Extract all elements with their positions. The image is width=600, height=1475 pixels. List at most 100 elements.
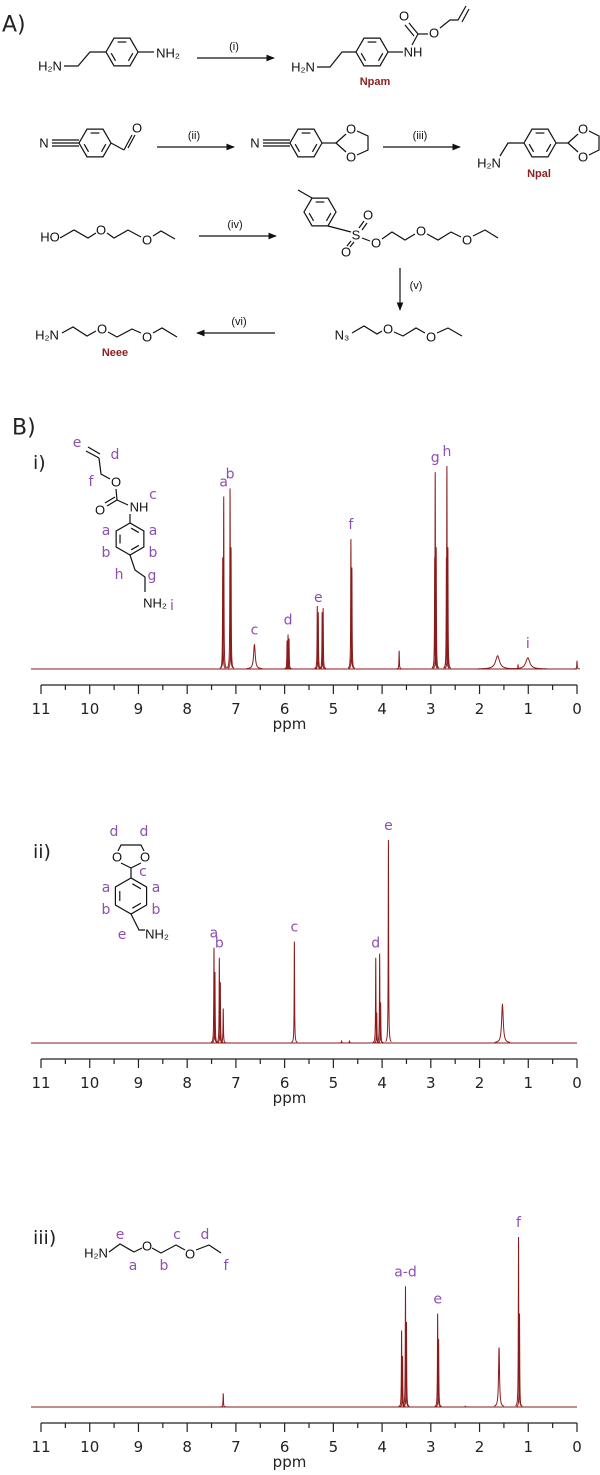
- x-tick-label: 2: [475, 700, 485, 718]
- nmr-peak: [398, 1330, 405, 1407]
- x-axis-label: ppm: [273, 1089, 307, 1107]
- x-tick-label: 4: [377, 700, 387, 718]
- nmr-peak: [348, 567, 356, 669]
- x-tick-label: 8: [182, 700, 192, 718]
- proton-label: b: [149, 545, 158, 561]
- x-axis-label: ppm: [273, 715, 307, 733]
- structure-npam: O O NH NH₂ e d f c a a b b h g i: [73, 435, 174, 614]
- proton-label: a: [102, 880, 111, 896]
- product-neee: H₂N O O: [35, 322, 178, 345]
- peak-label: c: [251, 623, 259, 639]
- nmr-peak: [347, 539, 355, 669]
- atom-nh2: NH₂: [143, 596, 167, 611]
- x-tick-label: 8: [182, 1074, 192, 1092]
- proton-label: f: [89, 474, 95, 490]
- nmr-peak: [403, 1321, 410, 1407]
- structure-neee: H₂N O O e a b c d f: [84, 1227, 229, 1274]
- proton-label: b: [102, 545, 111, 561]
- atom-o: O: [578, 150, 588, 165]
- peak-label: e: [433, 1292, 442, 1308]
- nmr-peak: [385, 839, 392, 1042]
- x-tick-label: 10: [80, 1074, 99, 1092]
- benzene-ring: [303, 197, 337, 227]
- product-npal: H₂N O O: [477, 122, 600, 171]
- x-tick-label: 3: [426, 1074, 436, 1092]
- nmr-peak: [494, 1347, 504, 1407]
- nmr-peak: [372, 957, 379, 1043]
- x-tick-label: 2: [475, 1438, 485, 1456]
- x-tick-label: 2: [475, 1074, 485, 1092]
- proton-label: e: [116, 1227, 125, 1243]
- x-tick-label: 0: [572, 1074, 582, 1092]
- x-tick-label: 5: [329, 1438, 339, 1456]
- atom-h2n: H₂N: [477, 156, 501, 171]
- nmr-peak: [574, 660, 580, 670]
- proton-label: c: [173, 1227, 181, 1243]
- atom-o: O: [97, 322, 107, 337]
- nmr-peak: [434, 1313, 441, 1407]
- peak-label: e: [384, 818, 393, 834]
- panel-a-label: A): [2, 13, 26, 38]
- atom-o: O: [95, 503, 105, 518]
- nmr-peak: [291, 941, 298, 1043]
- step-label-iv: (iv): [227, 219, 242, 231]
- x-tick-label: 6: [280, 1074, 290, 1092]
- nmr-peak: [478, 655, 518, 670]
- nmr-peak: [346, 1040, 353, 1044]
- atom-o: O: [429, 26, 439, 41]
- reactant-4-formylbenzonitrile: N O: [39, 121, 142, 158]
- x-tick-label: 1: [523, 1074, 533, 1092]
- peak-label: e: [314, 590, 323, 606]
- nmr-peak: [220, 1393, 227, 1408]
- spectrum-label-iii: iii): [33, 1227, 56, 1249]
- benzene-ring: [523, 128, 557, 158]
- nmr-peak: [216, 957, 223, 1043]
- nmr-peak: [431, 472, 439, 669]
- x-tick-label: 9: [134, 700, 144, 718]
- proton-label: e: [118, 927, 127, 943]
- peak-label: h: [442, 444, 451, 460]
- step-label-i: (i): [229, 41, 239, 53]
- proton-label: h: [115, 567, 124, 583]
- x-tick-label: 7: [231, 1074, 241, 1092]
- x-tick-label: 11: [31, 700, 50, 718]
- spectrum-label-i: i): [33, 452, 46, 474]
- nmr-peak: [402, 1286, 409, 1407]
- atom-nh2: NH₂: [156, 46, 180, 61]
- proton-label: i: [170, 598, 174, 614]
- peak-label: d: [371, 936, 380, 952]
- x-tick-label: 3: [426, 1438, 436, 1456]
- intermediate-acetal-nitrile: N O O: [250, 122, 369, 165]
- x-tick-label: 9: [134, 1438, 144, 1456]
- proton-label: b: [160, 1258, 169, 1274]
- intermediate-tosylate: S O O O O O: [297, 189, 499, 260]
- atom-o: O: [185, 1247, 195, 1262]
- atom-o: O: [341, 245, 351, 260]
- x-tick-label: 0: [572, 1438, 582, 1456]
- proton-label: a: [152, 880, 161, 896]
- x-tick-label: 4: [377, 1074, 387, 1092]
- x-tick-label: 9: [134, 1074, 144, 1092]
- reactant-diethylene-glycol-ethyl-ether: HO O O: [40, 223, 176, 248]
- atom-h2n: H₂N: [84, 1246, 108, 1261]
- panel-b-label: B): [12, 416, 36, 441]
- peak-label: f: [348, 517, 354, 533]
- atom-nh: NH: [404, 45, 423, 60]
- peak-label: g: [431, 450, 440, 466]
- atom-h2n: H₂N: [35, 328, 59, 343]
- proton-label: a: [149, 523, 158, 539]
- proton-label: c: [139, 864, 147, 880]
- nmr-peak: [286, 638, 293, 670]
- product-npam: H₂N NH O O: [291, 5, 470, 75]
- atom-o: O: [399, 9, 409, 24]
- spectrum-label-ii: ii): [33, 841, 51, 863]
- x-tick-label: 3: [426, 700, 436, 718]
- x-tick-label: 11: [31, 1438, 50, 1456]
- proton-label: b: [102, 902, 111, 918]
- proton-label: a: [129, 1258, 138, 1274]
- proton-label: d: [111, 447, 120, 463]
- peak-label: b: [226, 466, 235, 482]
- proton-label: c: [149, 487, 157, 503]
